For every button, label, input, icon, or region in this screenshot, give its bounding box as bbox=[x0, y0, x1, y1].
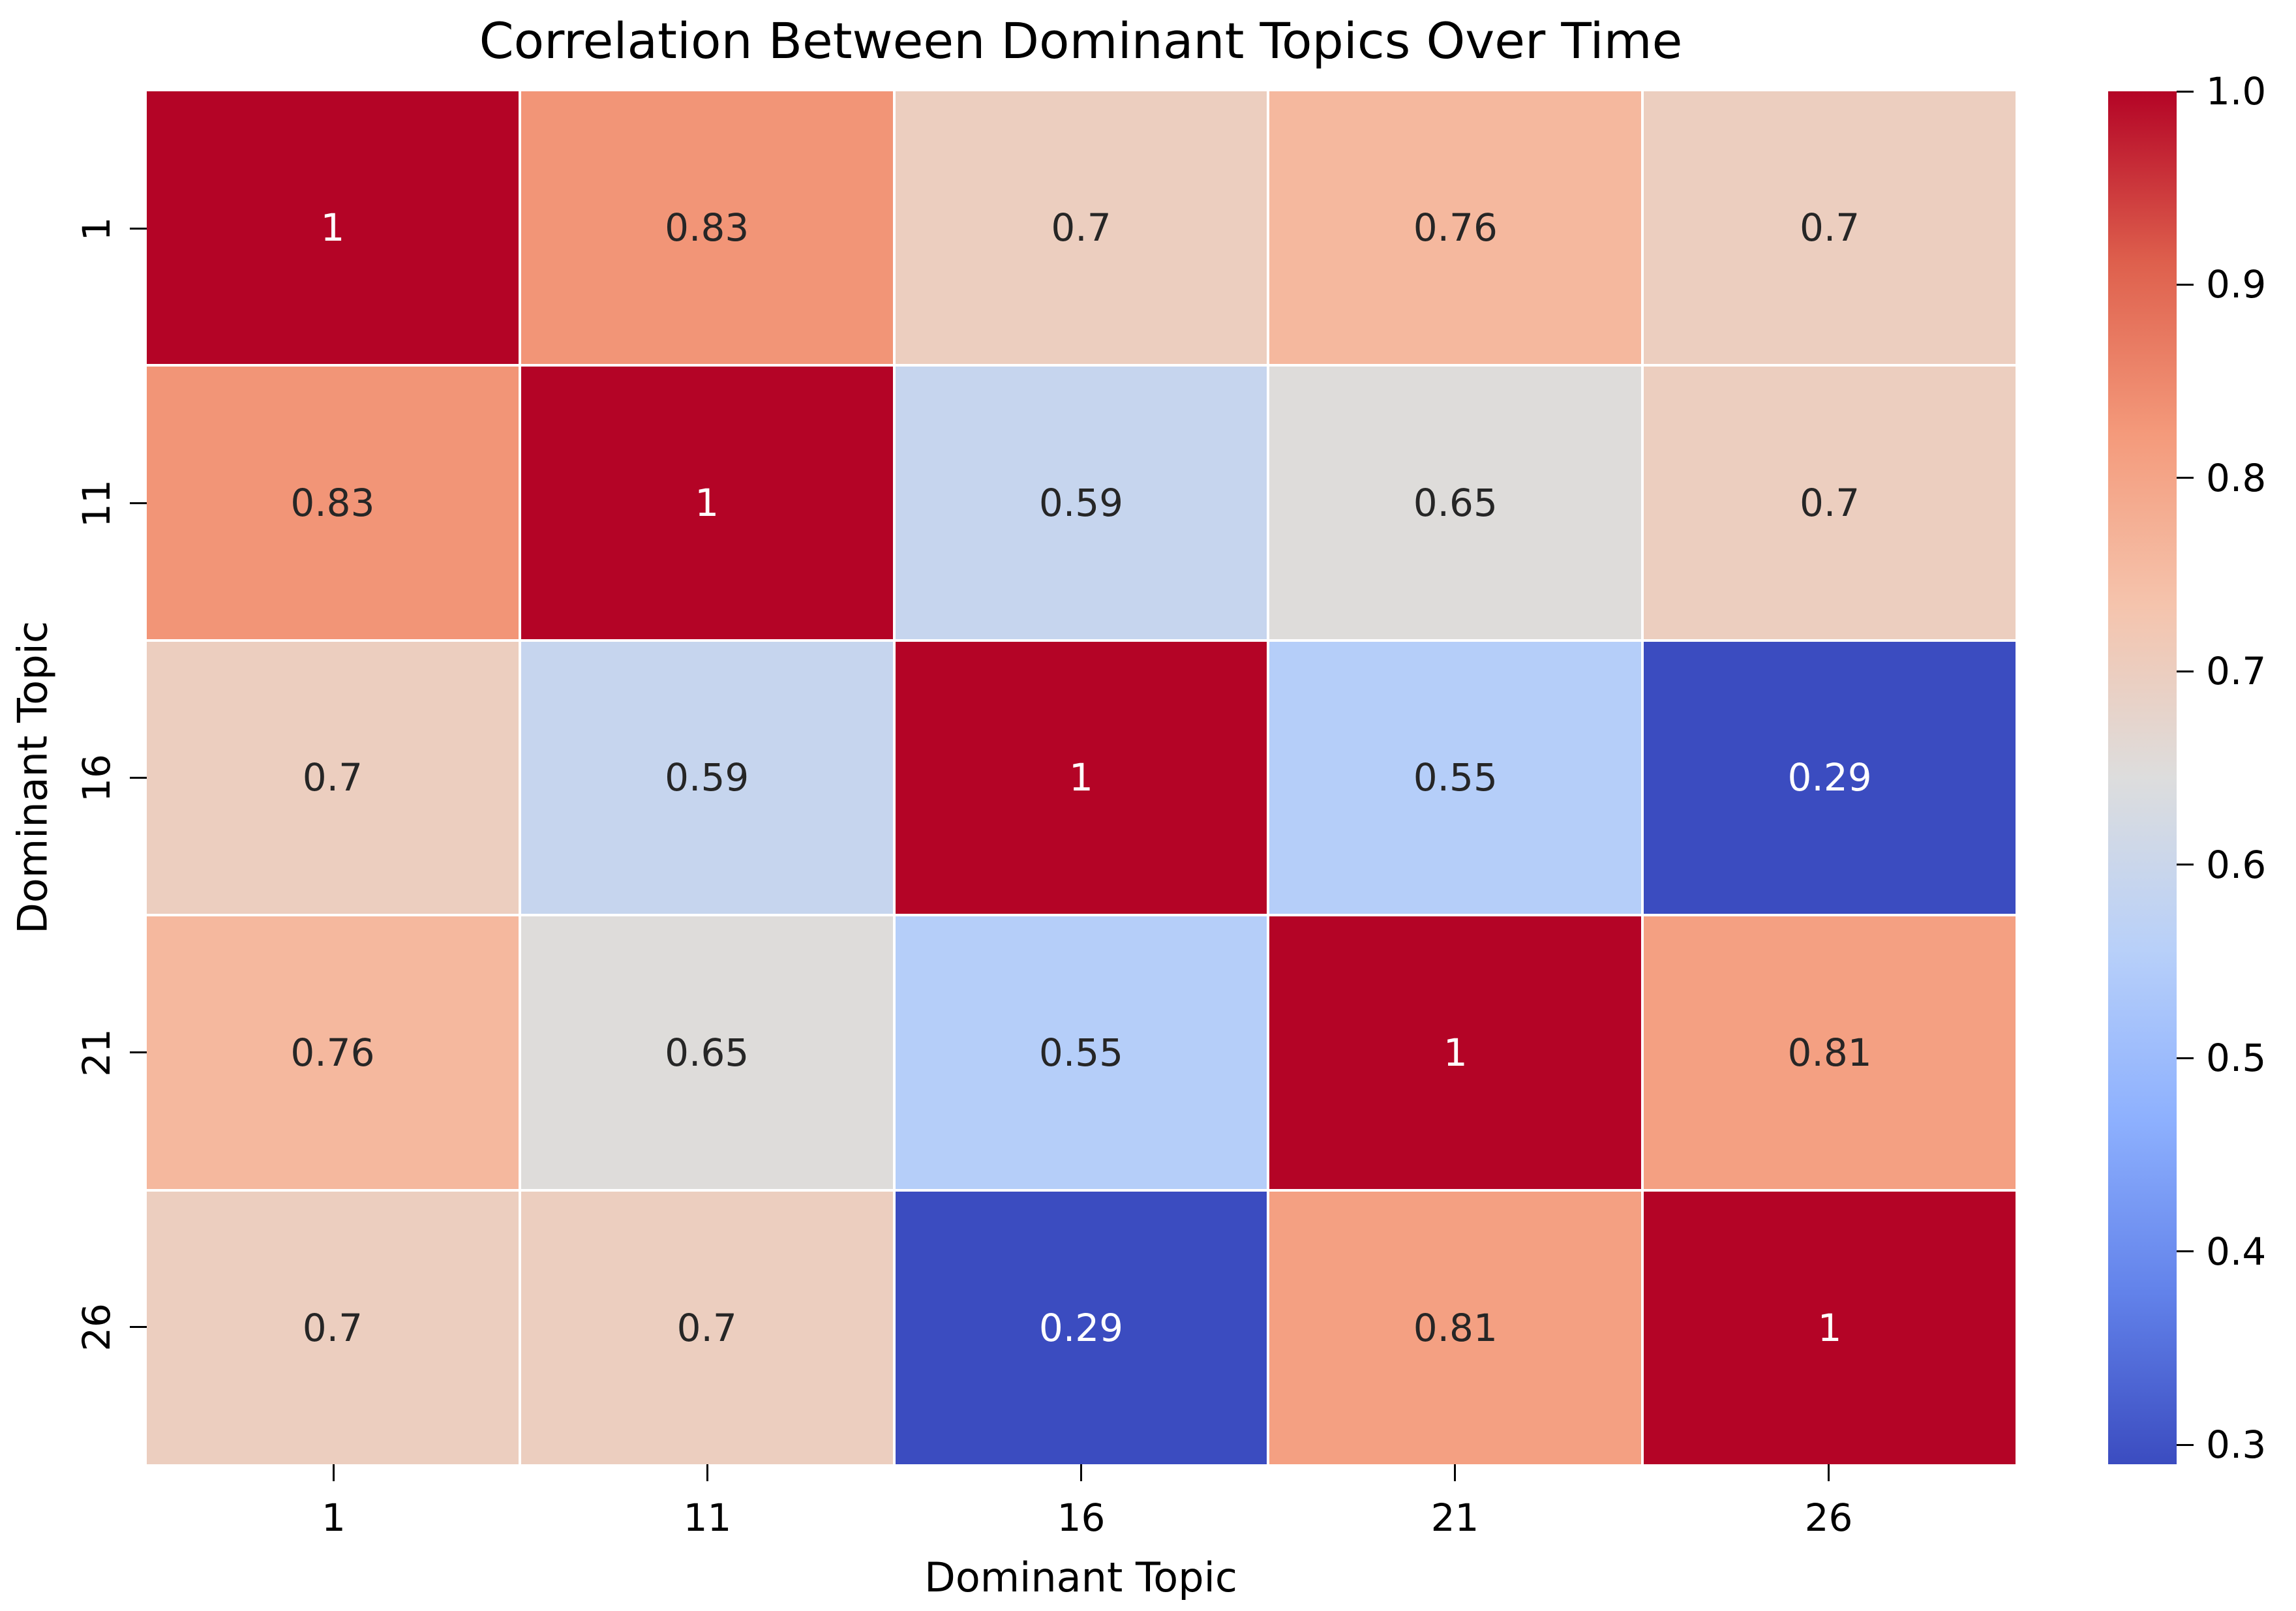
heatmap-cell-value: 0.76 bbox=[290, 1031, 375, 1076]
x-tick-label: 26 bbox=[1804, 1496, 1853, 1540]
y-tick-label: 16 bbox=[74, 753, 119, 802]
colorbar-tick-label: 0.5 bbox=[2206, 1036, 2267, 1081]
heatmap-cell-value: 0.59 bbox=[1038, 480, 1124, 525]
heatmap-cell-value: 1 bbox=[320, 205, 345, 250]
heatmap-cell: 0.81 bbox=[1269, 1192, 1642, 1464]
y-tick-mark bbox=[130, 502, 147, 504]
heatmap-cell-value: 0.76 bbox=[1413, 205, 1498, 250]
x-tick-label: 1 bbox=[322, 1496, 346, 1540]
heatmap-cell: 0.55 bbox=[895, 916, 1267, 1190]
y-tick-label: 11 bbox=[74, 479, 119, 528]
heatmap-cell: 0.7 bbox=[1644, 366, 2016, 639]
colorbar-tick-label: 0.4 bbox=[2206, 1229, 2267, 1274]
heatmap-cell: 0.29 bbox=[895, 1192, 1267, 1464]
heatmap-cell: 1 bbox=[147, 91, 519, 364]
heatmap-cell: 0.7 bbox=[1644, 91, 2016, 364]
heatmap-cell: 0.29 bbox=[1644, 641, 2016, 914]
heatmap-cell-value: 0.7 bbox=[676, 1306, 737, 1351]
heatmap-cell-value: 0.81 bbox=[1787, 1031, 1872, 1076]
colorbar-tick-mark bbox=[2177, 283, 2194, 286]
colorbar-tick-label: 0.3 bbox=[2206, 1423, 2267, 1468]
colorbar-tick-mark bbox=[2177, 1057, 2194, 1059]
x-axis-label: Dominant Topic bbox=[924, 1554, 1237, 1601]
heatmap-cell-value: 0.7 bbox=[1051, 205, 1111, 250]
heatmap-cell: 1 bbox=[1644, 1192, 2016, 1464]
x-tick-label: 16 bbox=[1057, 1496, 1106, 1540]
heatmap-cell: 0.83 bbox=[147, 366, 519, 639]
y-tick-mark bbox=[130, 228, 147, 230]
heatmap-cell: 0.65 bbox=[521, 916, 893, 1190]
heatmap-cell-value: 0.29 bbox=[1787, 755, 1872, 800]
heatmap-cell-value: 0.83 bbox=[665, 205, 749, 250]
heatmap-cell: 0.7 bbox=[521, 1192, 893, 1464]
heatmap-cell: 0.7 bbox=[895, 91, 1267, 364]
heatmap-cell-value: 0.29 bbox=[1038, 1306, 1124, 1351]
heatmap-cell: 1 bbox=[895, 641, 1267, 914]
heatmap-cell: 0.55 bbox=[1269, 641, 1642, 914]
x-tick-mark bbox=[1080, 1464, 1082, 1481]
heatmap-cell-value: 1 bbox=[695, 480, 719, 525]
heatmap-cell-value: 0.65 bbox=[1413, 480, 1498, 525]
colorbar-tick-mark bbox=[2177, 1443, 2194, 1446]
colorbar-tick-label: 0.9 bbox=[2206, 262, 2267, 307]
y-tick-mark bbox=[130, 1051, 147, 1053]
heatmap-cell: 0.7 bbox=[147, 1192, 519, 1464]
colorbar-tick-mark bbox=[2177, 670, 2194, 672]
heatmap-cell-value: 0.59 bbox=[665, 755, 749, 800]
heatmap-cell-value: 0.7 bbox=[1799, 480, 1860, 525]
heatmap-grid: 1 0.83 0.7 0.76 0.7 0.83 1 0.59 0.65 0.7 0.7 0.59 1 0… bbox=[147, 91, 2016, 1464]
heatmap-cell-value: 1 bbox=[1443, 1031, 1468, 1076]
y-axis-label: Dominant Topic bbox=[8, 621, 57, 934]
heatmap-cell-value: 0.55 bbox=[1413, 755, 1498, 800]
heatmap-cell: 0.59 bbox=[895, 366, 1267, 639]
heatmap-cell: 0.59 bbox=[521, 641, 893, 914]
x-tick-mark bbox=[1828, 1464, 1830, 1481]
heatmap-cell: 1 bbox=[1269, 916, 1642, 1190]
y-tick-label: 1 bbox=[74, 217, 119, 241]
y-tick-mark bbox=[130, 1326, 147, 1328]
heatmap-cell-value: 0.7 bbox=[302, 1306, 363, 1351]
colorbar-tick-mark bbox=[2177, 477, 2194, 479]
colorbar bbox=[2108, 91, 2177, 1464]
colorbar-tick-label: 0.6 bbox=[2206, 842, 2267, 887]
x-tick-mark bbox=[1454, 1464, 1456, 1481]
y-tick-mark bbox=[130, 777, 147, 779]
heatmap-cell-value: 0.65 bbox=[665, 1031, 749, 1076]
heatmap-cell-value: 1 bbox=[1069, 755, 1093, 800]
colorbar-tick-mark bbox=[2177, 1250, 2194, 1253]
colorbar-tick-mark bbox=[2177, 864, 2194, 866]
heatmap-cell: 0.81 bbox=[1644, 916, 2016, 1190]
colorbar-tick-label: 0.8 bbox=[2206, 455, 2267, 500]
colorbar-tick-mark bbox=[2177, 90, 2194, 93]
y-tick-label: 26 bbox=[74, 1302, 119, 1351]
colorbar-tick-label: 1.0 bbox=[2206, 69, 2267, 113]
heatmap-cell-value: 0.55 bbox=[1038, 1031, 1124, 1076]
heatmap-cell: 1 bbox=[521, 366, 893, 639]
heatmap-cell-value: 0.81 bbox=[1413, 1306, 1498, 1351]
heatmap-cell: 0.76 bbox=[1269, 91, 1642, 364]
heatmap-cell-value: 0.7 bbox=[302, 755, 363, 800]
colorbar-tick-label: 0.7 bbox=[2206, 649, 2267, 694]
x-tick-mark bbox=[333, 1464, 335, 1481]
heatmap-cell-value: 0.7 bbox=[1799, 205, 1860, 250]
heatmap-cell: 0.7 bbox=[147, 641, 519, 914]
heatmap-cell: 0.65 bbox=[1269, 366, 1642, 639]
heatmap-cell-value: 0.83 bbox=[290, 480, 375, 525]
heatmap-cell: 0.76 bbox=[147, 916, 519, 1190]
x-tick-label: 11 bbox=[683, 1496, 732, 1540]
heatmap-cell: 0.83 bbox=[521, 91, 893, 364]
y-tick-label: 21 bbox=[74, 1028, 119, 1077]
x-tick-label: 21 bbox=[1430, 1496, 1479, 1540]
heatmap-cell-value: 1 bbox=[1817, 1306, 1842, 1351]
chart-title: Correlation Between Dominant Topics Over… bbox=[479, 12, 1683, 70]
x-tick-mark bbox=[706, 1464, 708, 1481]
